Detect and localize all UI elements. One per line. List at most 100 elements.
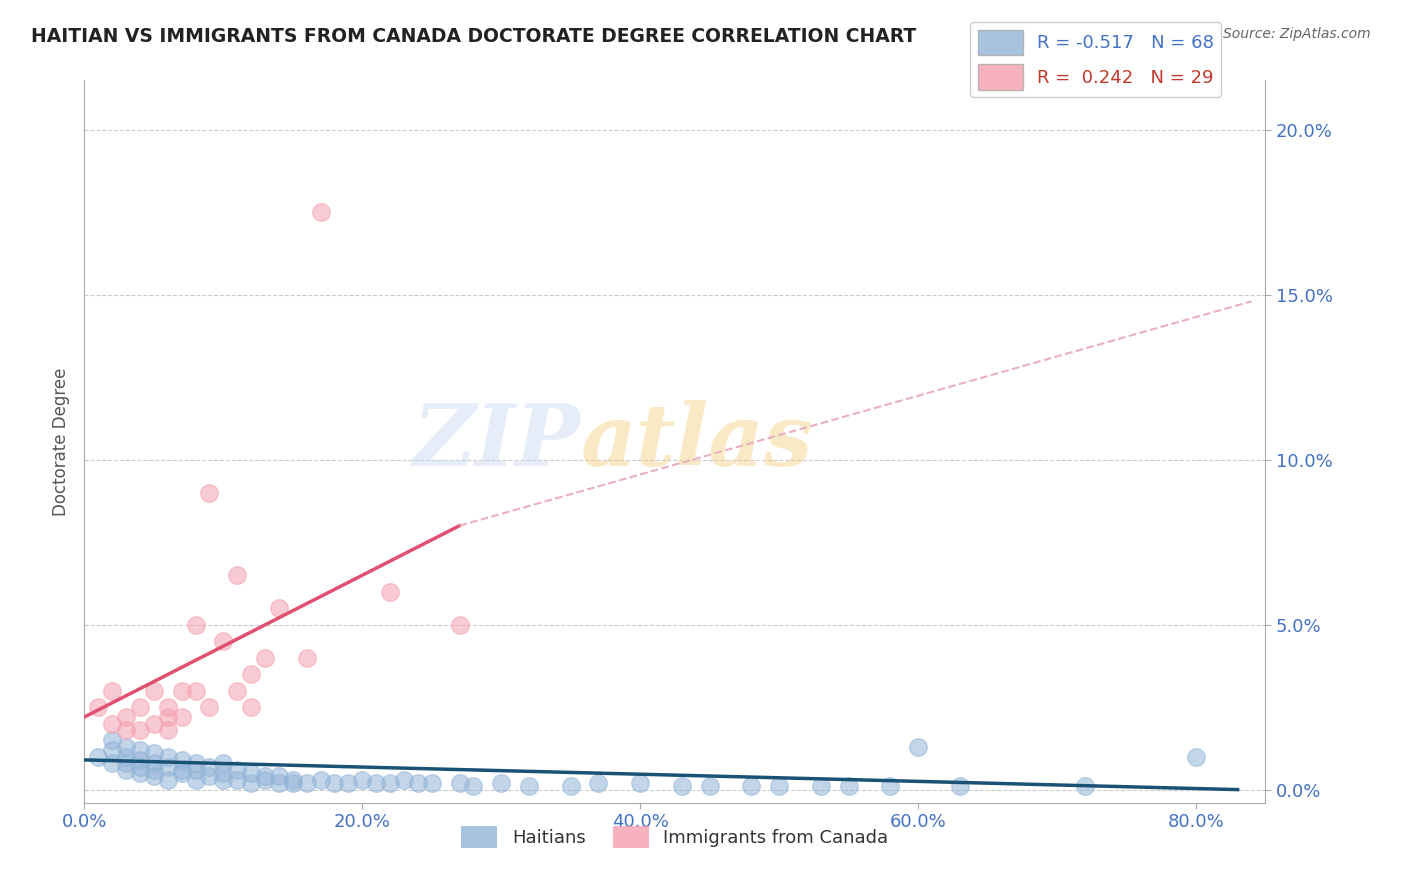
Point: [671, 780, 693, 794]
Point: [142, 716, 165, 731]
Point: [142, 756, 165, 771]
Point: [129, 766, 152, 780]
Point: [267, 601, 290, 615]
Point: [240, 766, 263, 780]
Point: [101, 683, 124, 698]
Point: [295, 650, 318, 665]
Point: [170, 753, 193, 767]
Point: [115, 710, 138, 724]
Point: [156, 772, 179, 787]
Text: atlas: atlas: [581, 400, 813, 483]
Point: [184, 756, 207, 771]
Point: [309, 772, 332, 787]
Point: [267, 769, 290, 783]
Point: [129, 753, 152, 767]
Point: [768, 780, 790, 794]
Point: [240, 776, 263, 790]
Point: [879, 780, 901, 794]
Point: [115, 756, 138, 771]
Point: [253, 772, 276, 787]
Point: [184, 772, 207, 787]
Text: Source: ZipAtlas.com: Source: ZipAtlas.com: [1223, 27, 1371, 41]
Point: [517, 780, 540, 794]
Point: [184, 683, 207, 698]
Point: [420, 776, 443, 790]
Point: [198, 759, 221, 773]
Point: [489, 776, 512, 790]
Point: [449, 776, 471, 790]
Point: [156, 700, 179, 714]
Point: [115, 723, 138, 738]
Point: [212, 772, 235, 787]
Point: [87, 749, 110, 764]
Point: [378, 776, 401, 790]
Point: [240, 700, 263, 714]
Point: [838, 780, 860, 794]
Point: [184, 617, 207, 632]
Point: [323, 776, 346, 790]
Point: [560, 780, 582, 794]
Point: [129, 743, 152, 757]
Point: [198, 485, 221, 500]
Point: [378, 584, 401, 599]
Point: [226, 568, 249, 582]
Point: [309, 205, 332, 219]
Point: [226, 683, 249, 698]
Point: [142, 763, 165, 777]
Point: [352, 772, 374, 787]
Point: [170, 766, 193, 780]
Point: [628, 776, 651, 790]
Point: [392, 772, 415, 787]
Point: [184, 763, 207, 777]
Point: [406, 776, 429, 790]
Point: [588, 776, 610, 790]
Point: [449, 617, 471, 632]
Point: [115, 739, 138, 754]
Point: [295, 776, 318, 790]
Text: ZIP: ZIP: [412, 400, 581, 483]
Text: HAITIAN VS IMMIGRANTS FROM CANADA DOCTORATE DEGREE CORRELATION CHART: HAITIAN VS IMMIGRANTS FROM CANADA DOCTOR…: [31, 27, 917, 45]
Point: [87, 700, 110, 714]
Point: [240, 667, 263, 681]
Point: [366, 776, 388, 790]
Point: [129, 759, 152, 773]
Legend: Haitians, Immigrants from Canada: Haitians, Immigrants from Canada: [454, 819, 896, 855]
Point: [129, 723, 152, 738]
Y-axis label: Doctorate Degree: Doctorate Degree: [52, 368, 70, 516]
Point: [1185, 749, 1208, 764]
Point: [907, 739, 929, 754]
Point: [253, 769, 276, 783]
Point: [101, 743, 124, 757]
Point: [156, 723, 179, 738]
Point: [101, 756, 124, 771]
Point: [212, 756, 235, 771]
Point: [281, 776, 304, 790]
Point: [198, 700, 221, 714]
Point: [463, 780, 485, 794]
Point: [949, 780, 972, 794]
Point: [1074, 780, 1097, 794]
Point: [267, 776, 290, 790]
Point: [226, 763, 249, 777]
Point: [170, 683, 193, 698]
Point: [740, 780, 762, 794]
Point: [101, 733, 124, 747]
Point: [129, 700, 152, 714]
Point: [156, 759, 179, 773]
Point: [212, 634, 235, 648]
Point: [115, 749, 138, 764]
Point: [337, 776, 360, 790]
Point: [226, 772, 249, 787]
Point: [170, 710, 193, 724]
Point: [156, 710, 179, 724]
Point: [101, 716, 124, 731]
Point: [281, 772, 304, 787]
Point: [142, 747, 165, 761]
Point: [198, 769, 221, 783]
Point: [253, 650, 276, 665]
Point: [212, 766, 235, 780]
Point: [142, 769, 165, 783]
Point: [142, 683, 165, 698]
Point: [156, 749, 179, 764]
Point: [115, 763, 138, 777]
